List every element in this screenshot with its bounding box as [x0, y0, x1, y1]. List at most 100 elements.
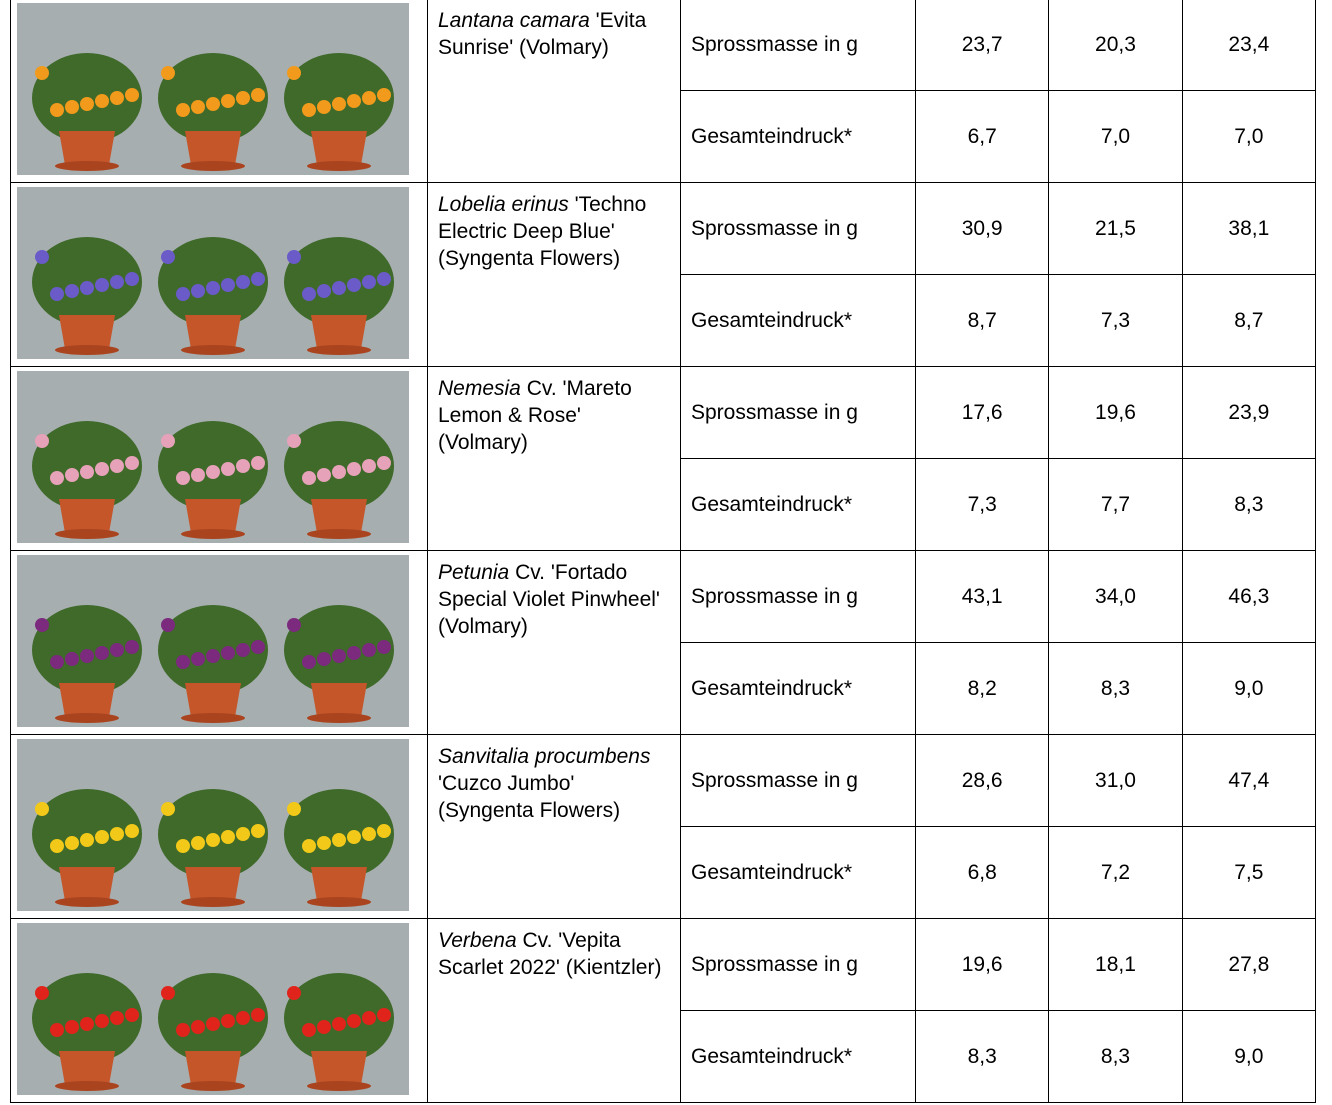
flower — [347, 462, 361, 476]
pot — [311, 1051, 367, 1085]
flower — [236, 827, 250, 841]
flower — [221, 830, 235, 844]
table-row: Verbena Cv. 'Vepita Scarlet 2022' (Kient… — [11, 919, 1316, 1011]
species-name: Nemesia — [438, 377, 521, 400]
plant-photo — [17, 923, 409, 1095]
measure-label: Gesamteindruck* — [681, 91, 916, 183]
pot — [59, 131, 115, 165]
plant-photo — [17, 3, 409, 175]
flower — [110, 1011, 124, 1025]
flower — [317, 100, 331, 114]
flower — [206, 649, 220, 663]
flower — [95, 830, 109, 844]
flower — [35, 802, 49, 816]
flower — [377, 456, 391, 470]
measure-value: 38,1 — [1182, 183, 1315, 275]
flower — [125, 88, 139, 102]
flower — [206, 465, 220, 479]
pot — [311, 315, 367, 349]
measure-value: 7,5 — [1182, 827, 1315, 919]
flower — [302, 839, 316, 853]
measure-value: 8,3 — [1182, 459, 1315, 551]
flower — [95, 646, 109, 660]
flower — [221, 646, 235, 660]
saucer — [55, 161, 119, 171]
flower — [377, 88, 391, 102]
flower — [287, 802, 301, 816]
flower — [191, 284, 205, 298]
flower — [206, 97, 220, 111]
flower — [251, 272, 265, 286]
flower — [377, 824, 391, 838]
flower — [50, 471, 64, 485]
flower — [35, 986, 49, 1000]
pot — [59, 1051, 115, 1085]
flower — [161, 66, 175, 80]
flower — [125, 824, 139, 838]
flower — [362, 459, 376, 473]
table-row: Sanvitalia procumbens 'Cuzco Jumbo' (Syn… — [11, 735, 1316, 827]
plant-name: Verbena Cv. 'Vepita Scarlet 2022' (Kient… — [428, 919, 681, 1103]
measure-value: 7,3 — [1049, 275, 1182, 367]
flower — [50, 103, 64, 117]
species-name: Verbena — [438, 929, 517, 952]
measure-value: 8,7 — [916, 275, 1049, 367]
species-name: Lobelia erinus — [438, 193, 569, 216]
pot — [59, 683, 115, 717]
flower — [95, 1014, 109, 1028]
flower — [287, 250, 301, 264]
measure-value: 27,8 — [1182, 919, 1315, 1011]
saucer — [55, 1081, 119, 1091]
table-row: Nemesia Cv. 'Mareto Lemon & Rose' (Volma… — [11, 367, 1316, 459]
measure-label: Gesamteindruck* — [681, 643, 916, 735]
flower — [221, 94, 235, 108]
flower — [251, 824, 265, 838]
measure-value: 7,0 — [1182, 91, 1315, 183]
saucer — [307, 713, 371, 723]
measure-value: 21,5 — [1049, 183, 1182, 275]
flower — [125, 456, 139, 470]
flower — [221, 1014, 235, 1028]
flower — [176, 655, 190, 669]
measure-label: Sprossmasse in g — [681, 735, 916, 827]
flower — [347, 278, 361, 292]
flower — [50, 1023, 64, 1037]
flower — [161, 434, 175, 448]
saucer — [55, 529, 119, 539]
measure-label: Gesamteindruck* — [681, 1011, 916, 1103]
measure-label: Sprossmasse in g — [681, 0, 916, 91]
flower — [317, 1020, 331, 1034]
photo-cell — [11, 919, 428, 1103]
flower — [362, 275, 376, 289]
measure-value: 23,9 — [1182, 367, 1315, 459]
pot — [185, 499, 241, 533]
flower — [80, 833, 94, 847]
flower — [362, 643, 376, 657]
pot — [311, 131, 367, 165]
flower — [302, 655, 316, 669]
flower — [287, 986, 301, 1000]
species-name: Petunia — [438, 561, 509, 584]
flower — [317, 284, 331, 298]
flower — [236, 459, 250, 473]
flower — [95, 462, 109, 476]
pot — [311, 867, 367, 901]
flower — [35, 618, 49, 632]
measure-label: Sprossmasse in g — [681, 183, 916, 275]
saucer — [181, 161, 245, 171]
measure-value: 19,6 — [916, 919, 1049, 1011]
saucer — [181, 713, 245, 723]
saucer — [181, 1081, 245, 1091]
flower — [110, 459, 124, 473]
measure-label: Gesamteindruck* — [681, 459, 916, 551]
flower — [377, 1008, 391, 1022]
flower — [362, 91, 376, 105]
flower — [176, 287, 190, 301]
photo-cell — [11, 0, 428, 183]
flower — [317, 652, 331, 666]
flower — [125, 272, 139, 286]
photo-cell — [11, 551, 428, 735]
measure-value: 8,7 — [1182, 275, 1315, 367]
pot — [185, 683, 241, 717]
flower — [362, 1011, 376, 1025]
